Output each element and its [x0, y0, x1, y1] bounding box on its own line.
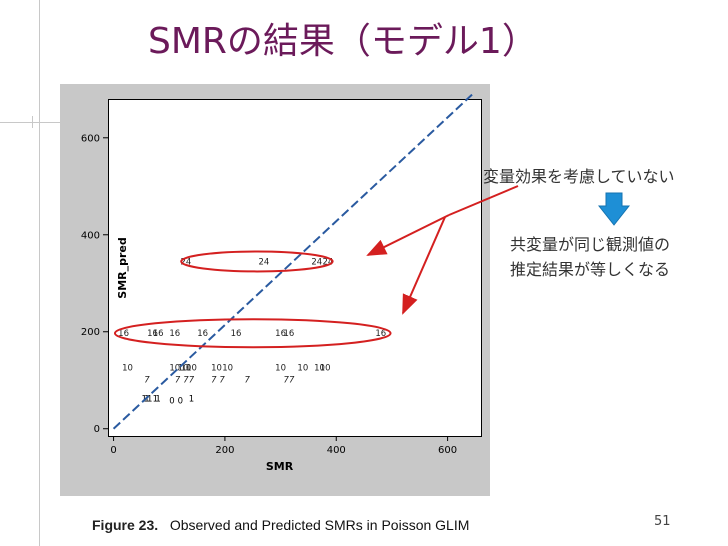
data-point: 7 — [144, 375, 150, 385]
data-point: 0 — [169, 397, 174, 407]
slide-title: SMRの結果（モデル1） — [148, 21, 538, 62]
data-point: 16 — [231, 329, 242, 339]
x-tick-label: 600 — [438, 445, 457, 456]
data-point: 1 — [155, 395, 160, 405]
data-point: 7 — [175, 375, 181, 385]
data-point: 10 — [314, 364, 325, 374]
data-point: 7 — [183, 375, 189, 385]
data-point: 1 — [144, 395, 149, 405]
annotation-line-2: 推定結果が等しくなる — [510, 260, 671, 279]
y-tick-label: 200 — [81, 327, 100, 338]
data-point: 16 — [275, 329, 286, 339]
data-point: 24 — [322, 257, 333, 267]
x-tick-label: 200 — [215, 445, 234, 456]
data-point: 24 — [181, 257, 192, 267]
data-point: 16 — [375, 329, 386, 339]
data-point: 0 — [178, 397, 183, 407]
annotation-same-covariates: 共変量が同じ観測値の 推定結果が等しくなる — [510, 232, 670, 282]
highlight-ellipse-16 — [113, 318, 392, 349]
page-number: 51 — [654, 514, 671, 529]
data-point: 10 — [186, 364, 197, 374]
highlight-ellipse-24 — [180, 250, 334, 273]
data-point: 7 — [289, 375, 295, 385]
data-point: 10 — [211, 364, 222, 374]
annotation-line-1: 共変量が同じ観測値の — [510, 235, 671, 254]
y-tick-label: 0 — [94, 424, 100, 435]
data-point: 10 — [181, 364, 192, 374]
data-point: 10 — [320, 364, 331, 374]
figure-caption: Figure 23. Observed and Predicted SMRs i… — [92, 517, 469, 533]
arrow-to-24-group — [366, 214, 450, 256]
data-point: 7 — [244, 375, 250, 385]
x-axis-label: SMR — [266, 460, 294, 473]
down-arrow-icon — [598, 192, 630, 226]
plot-area — [108, 99, 482, 437]
arrow-connector — [448, 185, 519, 216]
data-point: 10 — [297, 364, 308, 374]
data-point: 16 — [284, 329, 295, 339]
data-point: 10 — [275, 364, 286, 374]
y-tick-label: 400 — [81, 230, 100, 241]
data-point: 16 — [169, 329, 180, 339]
data-point: 16 — [197, 329, 208, 339]
data-point: 1 — [153, 395, 158, 405]
data-point: 1 — [189, 395, 194, 405]
x-tick-label: 0 — [110, 445, 116, 456]
x-tick-label: 400 — [327, 445, 346, 456]
data-point: 7 — [189, 375, 195, 385]
data-point: 16 — [118, 329, 129, 339]
annotation-no-random-effect: 変量効果を考慮していない — [483, 167, 675, 186]
y-tick-label: 600 — [81, 133, 100, 144]
left-margin-tick-rule — [0, 122, 60, 123]
figure-caption-text: Observed and Predicted SMRs in Poisson G… — [169, 517, 470, 533]
data-point: 10 — [178, 364, 189, 374]
left-margin-tick — [32, 116, 33, 128]
data-point: 10 — [169, 364, 180, 374]
data-point: 10 — [222, 364, 233, 374]
left-margin-rule — [39, 0, 40, 546]
data-point: 7 — [283, 375, 289, 385]
data-point: 7 — [211, 375, 217, 385]
data-point: 1 — [147, 395, 152, 405]
y-axis-label: SMR_pred — [116, 237, 129, 298]
data-point: 16 — [147, 329, 158, 339]
data-point: 7 — [219, 375, 225, 385]
figure-caption-label: Figure 23. — [92, 517, 159, 533]
data-point: 16 — [153, 329, 164, 339]
reference-line-y-equals-x — [112, 92, 475, 430]
data-point: 10 — [122, 364, 133, 374]
data-point: 24 — [311, 257, 322, 267]
data-point: 24 — [258, 257, 269, 267]
arrow-to-16-group — [402, 216, 446, 315]
